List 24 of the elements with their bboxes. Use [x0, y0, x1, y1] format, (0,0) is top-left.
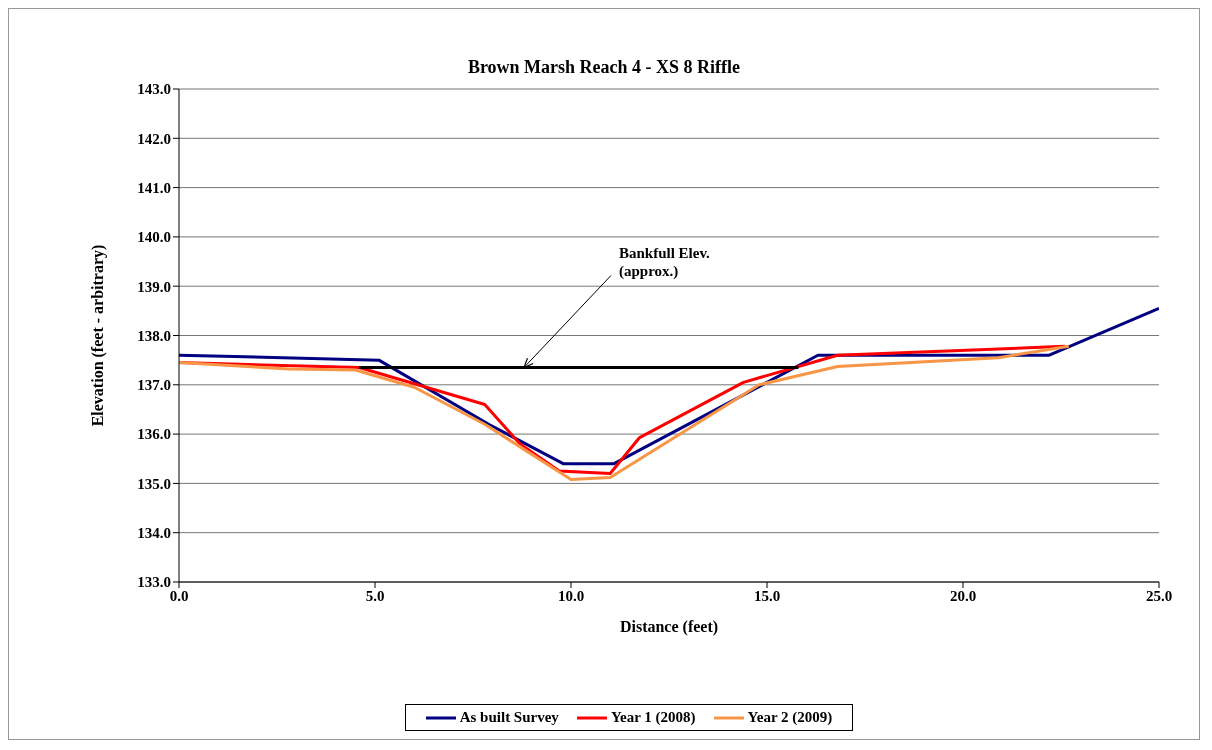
y-tick-label: 141.0: [137, 179, 171, 196]
y-axis-title: Elevation (feet - arbitrary): [88, 244, 107, 427]
y-tick-label: 137.0: [137, 377, 171, 394]
x-tick-label: 5.0: [365, 587, 385, 604]
annotation: Bankfull Elev. (approx.): [618, 244, 711, 280]
y-tick-label: 136.0: [137, 426, 171, 443]
chart-title: Brown Marsh Reach 4 - XS 8 Riffle: [466, 57, 742, 78]
x-tick-label: 20.0: [949, 587, 977, 604]
legend-label: As built Survey: [458, 709, 559, 726]
y-tick-label: 134.0: [137, 525, 171, 542]
x-tick-label: 15.0: [753, 587, 781, 604]
x-tick-label: 10.0: [557, 587, 585, 604]
y-tick-label: 139.0: [137, 278, 171, 295]
y-tick-label: 142.0: [137, 130, 171, 147]
legend-label: Year 1 (2008): [609, 709, 696, 726]
x-axis-title: Distance (feet): [619, 618, 719, 636]
x-tick-label: 25.0: [1145, 587, 1173, 604]
legend-label: Year 2 (2009): [746, 709, 833, 726]
y-tick-label: 143.0: [137, 81, 171, 98]
y-tick-label: 133.0: [137, 574, 171, 591]
y-tick-label: 138.0: [137, 327, 171, 344]
x-tick-label: 0.0: [169, 587, 189, 604]
y-tick-label: 140.0: [137, 229, 171, 246]
y-tick-label: 135.0: [137, 475, 171, 492]
